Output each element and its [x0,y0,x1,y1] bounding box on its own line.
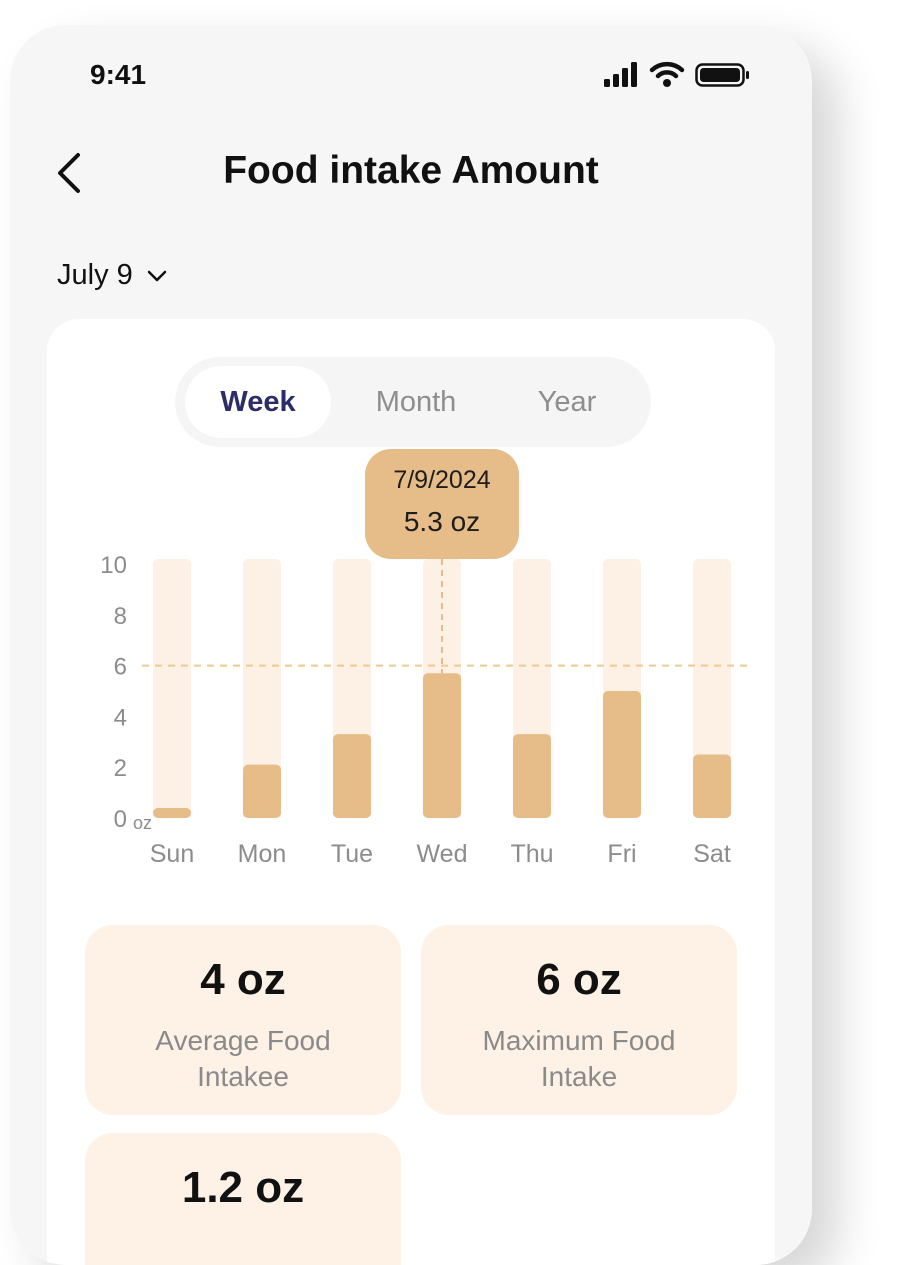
food-intake-bar-chart: 0 2 4 6 8 10 oz Sun Mon Tue Wed Thu Fri Sat 7/9/2024… [100,449,752,868]
y-axis: 0 2 4 6 8 10 oz [100,552,152,833]
date-picker[interactable]: July 9 [57,259,167,292]
tooltip-box [365,449,519,559]
y-tick-label: 2 [114,755,127,782]
battery-icon [695,63,749,87]
stat-value: 4 oz [200,955,286,1004]
back-chevron-icon[interactable] [50,149,94,197]
chevron-down-icon [147,270,167,281]
x-tick-label: Wed [417,840,468,868]
y-tick-label: 4 [114,704,127,731]
status-icons [604,61,749,87]
date-picker-label: July 9 [57,259,133,291]
y-tick-label: 0 [114,806,127,833]
x-tick-label: Mon [238,840,287,868]
stat-label: Average Food Intakee [155,1025,331,1092]
bar [513,734,551,818]
y-tick-label: 10 [100,552,127,579]
stat-label: Maximum Food Intake [482,1025,676,1092]
bar-track [153,559,191,818]
page-title: Food intake Amount [223,149,599,192]
bar [603,691,641,818]
wifi-icon [649,61,685,87]
period-segmented-control: Week Month Year [175,357,651,447]
stat-card-average: 4 oz Average Food Intakee [85,925,401,1115]
tab-month[interactable]: Month [375,386,457,418]
x-tick-label: Fri [607,840,636,868]
x-tick-label: Thu [510,840,553,868]
bar-track [693,559,731,818]
bar-track [243,559,281,818]
tooltip: 7/9/2024 5.3 oz [365,449,519,559]
bar [243,764,281,818]
x-tick-label: Sun [150,840,194,868]
stat-value: 1.2 oz [181,1163,305,1212]
bars [153,673,731,818]
bar [693,754,731,818]
phone-frame: 9:41 Food intake Amount July 9 Week [10,25,812,1265]
y-tick-label: 6 [114,654,127,681]
bar [333,734,371,818]
y-unit-label: oz [133,813,152,833]
stat-value: 6 oz [536,955,622,1004]
status-time: 9:41 [90,59,147,90]
x-tick-label: Tue [331,840,373,868]
bar [153,808,191,818]
x-axis: Sun Mon Tue Wed Thu Fri Sat [150,840,731,868]
x-tick-label: Sat [693,840,731,868]
y-tick-label: 8 [114,603,127,630]
stat-card-maximum: 6 oz Maximum Food Intake [421,925,737,1115]
tooltip-date: 7/9/2024 [393,466,490,494]
tooltip-value: 5.3 oz [404,506,480,537]
tab-year[interactable]: Year [537,386,597,418]
tab-week[interactable]: Week [185,366,331,438]
stat-card-minimum: 1.2 oz [85,1133,401,1265]
signal-icon [604,62,637,87]
bar [423,673,461,818]
chart-card: Week Month Year 0 2 4 6 8 10 oz Sun Mon Tue Wed Th… [47,319,775,1265]
